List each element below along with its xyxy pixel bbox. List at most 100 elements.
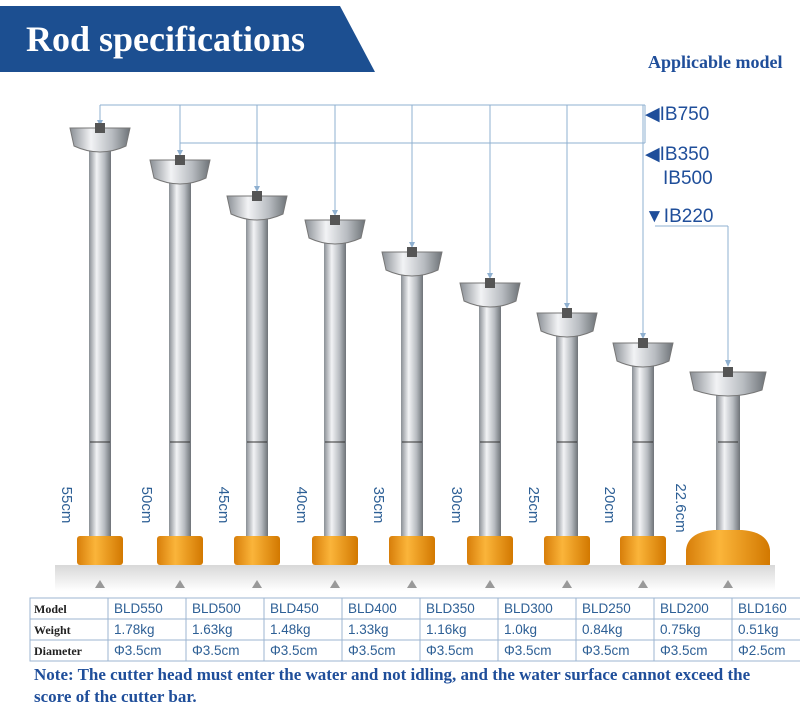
rod-length: 55cm: [58, 487, 75, 524]
table-value: BLD160: [738, 601, 787, 616]
model-label: IB500: [663, 168, 713, 189]
collar: [77, 536, 123, 565]
cutter-head: [381, 251, 443, 277]
model-label: ▼IB220: [645, 206, 713, 227]
model-label: ◀IB750: [645, 104, 709, 125]
head-slot: [95, 123, 105, 133]
table-value: BLD350: [426, 601, 475, 616]
row-header: Model: [34, 602, 67, 616]
head-slot: [562, 308, 572, 318]
arrow: [254, 186, 260, 192]
cutter-head: [226, 195, 288, 221]
rod-shaft: [401, 272, 423, 540]
arrow: [177, 150, 183, 156]
collar: [686, 530, 770, 565]
floor-marker: [330, 580, 340, 588]
cutter-head: [69, 127, 131, 153]
table-value: 1.16kg: [426, 622, 467, 637]
rod-shaft: [246, 216, 268, 540]
header-title: Rod specifications: [26, 19, 305, 59]
header-banner: [0, 6, 375, 72]
rod-length: 22.6cm: [672, 483, 689, 532]
model-label: ◀IB350: [645, 144, 709, 165]
cutter-head: [536, 312, 598, 338]
rod-shaft: [479, 303, 501, 540]
table-value: Φ3.5cm: [504, 643, 552, 658]
rod-length: 30cm: [448, 487, 465, 524]
cutter-head: [459, 282, 521, 308]
collar: [157, 536, 203, 565]
arrow: [564, 303, 570, 309]
rod-length: 35cm: [370, 487, 387, 524]
head-slot: [175, 155, 185, 165]
head-slot: [723, 367, 733, 377]
floor-marker: [407, 580, 417, 588]
rod-shaft: [89, 148, 111, 540]
table-value: Φ3.5cm: [270, 643, 318, 658]
table-value: Φ2.5cm: [738, 643, 786, 658]
table-value: Φ3.5cm: [426, 643, 474, 658]
table-value: BLD450: [270, 601, 319, 616]
head-slot: [485, 278, 495, 288]
cutter-head: [149, 159, 211, 185]
table-value: BLD550: [114, 601, 163, 616]
floor-marker: [638, 580, 648, 588]
cutter-head: [304, 219, 366, 245]
table-value: Φ3.5cm: [660, 643, 708, 658]
note: Note: The cutter head must enter the wat…: [34, 665, 751, 706]
cutter-head: [689, 371, 767, 397]
floor-marker: [562, 580, 572, 588]
collar: [467, 536, 513, 565]
arrow: [332, 210, 338, 216]
table-value: BLD250: [582, 601, 631, 616]
arrow: [640, 333, 646, 339]
table-value: BLD500: [192, 601, 241, 616]
table-value: Φ3.5cm: [192, 643, 240, 658]
table-value: 1.78kg: [114, 622, 155, 637]
table-value: Φ3.5cm: [114, 643, 162, 658]
rod-shaft: [556, 333, 578, 540]
table-value: 1.48kg: [270, 622, 311, 637]
collar: [312, 536, 358, 565]
table-value: Φ3.5cm: [582, 643, 630, 658]
floor-marker: [723, 580, 733, 588]
table-value: 0.51kg: [738, 622, 779, 637]
floor-marker: [252, 580, 262, 588]
arrow: [725, 360, 731, 367]
rod-shaft: [324, 240, 346, 540]
rod-shaft: [632, 363, 654, 540]
table-value: Φ3.5cm: [348, 643, 396, 658]
table-value: 1.33kg: [348, 622, 389, 637]
rod-length: 40cm: [293, 487, 310, 524]
floor-marker: [95, 580, 105, 588]
rod-length: 45cm: [215, 487, 232, 524]
table-value: 1.0kg: [504, 622, 537, 637]
collar: [544, 536, 590, 565]
head-slot: [638, 338, 648, 348]
table-value: BLD300: [504, 601, 553, 616]
floor-marker: [175, 580, 185, 588]
rod-length: 50cm: [138, 487, 155, 524]
collar: [389, 536, 435, 565]
row-header: Weight: [34, 623, 71, 637]
arrow: [409, 242, 415, 248]
table-value: 0.75kg: [660, 622, 701, 637]
rod-shaft: [169, 180, 191, 540]
rod-length: 20cm: [601, 487, 618, 524]
table-value: BLD200: [660, 601, 709, 616]
collar: [620, 536, 666, 565]
table-value: 0.84kg: [582, 622, 623, 637]
cutter-head: [612, 342, 674, 368]
rod-length: 25cm: [525, 487, 542, 524]
arrow: [487, 273, 493, 279]
table-value: 1.63kg: [192, 622, 233, 637]
table-cell: [731, 639, 800, 662]
row-header: Diameter: [34, 644, 83, 658]
collar: [234, 536, 280, 565]
table-value: BLD400: [348, 601, 397, 616]
floor-marker: [485, 580, 495, 588]
head-slot: [252, 191, 262, 201]
head-slot: [330, 215, 340, 225]
